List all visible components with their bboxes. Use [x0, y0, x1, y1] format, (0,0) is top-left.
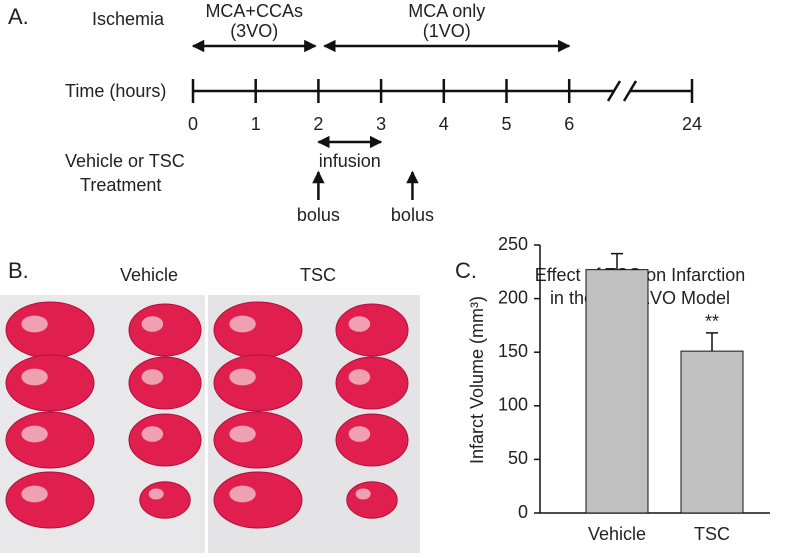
error-bar [611, 252, 623, 270]
white-matter [229, 485, 256, 503]
brain-slice [5, 354, 95, 412]
panel-label: B. [8, 258, 29, 283]
brain-slice [335, 356, 409, 410]
bar [585, 269, 649, 514]
brain-slice [5, 471, 95, 529]
white-matter [141, 369, 164, 385]
brain-slice [346, 481, 398, 519]
brain-slice [128, 413, 202, 467]
tick-label: 3 [376, 114, 386, 134]
white-matter [21, 368, 48, 386]
y-tick-label: 100 [498, 395, 528, 415]
x-tick-label: TSC [694, 524, 730, 544]
axis-break [622, 80, 638, 102]
brain-slice [335, 303, 409, 357]
phase-label: (3VO) [230, 21, 278, 41]
axis-break [606, 80, 622, 102]
tick-label: 6 [564, 114, 574, 134]
bolus-label: bolus [297, 205, 340, 225]
tick-label: 5 [501, 114, 511, 134]
white-matter [229, 425, 256, 443]
phase-label: MCA only [408, 1, 485, 21]
white-matter [21, 425, 48, 443]
white-matter [21, 485, 48, 503]
white-matter [348, 316, 371, 332]
brain-slices [5, 301, 409, 529]
y-tick-label: 200 [498, 287, 528, 307]
x-tick-label: Vehicle [588, 524, 646, 544]
tick-label: 2 [313, 114, 323, 134]
brain-slice [5, 411, 95, 469]
brain-slice [5, 301, 95, 359]
treatment-label: Vehicle or TSC [65, 151, 185, 171]
infusion-label: infusion [319, 151, 381, 171]
tick-label: 1 [251, 114, 261, 134]
white-matter [141, 426, 164, 442]
y-tick-label: 0 [518, 502, 528, 522]
brain-slice [335, 413, 409, 467]
bar [680, 350, 744, 514]
panel-label: C. [455, 258, 477, 283]
treatment-label: Treatment [80, 175, 161, 195]
phase-label: MCA+CCAs [205, 1, 303, 21]
ischemia-label: Ischemia [92, 9, 165, 29]
brain-slice [128, 356, 202, 410]
tick-label: 4 [439, 114, 449, 134]
white-matter [141, 316, 164, 332]
y-tick-label: 150 [498, 341, 528, 361]
brain-slice [213, 354, 303, 412]
tick-label: 24 [682, 114, 702, 134]
panel-label: A. [8, 4, 29, 29]
white-matter [21, 315, 48, 333]
significance: ** [705, 312, 719, 332]
y-tick-label: 250 [498, 234, 528, 254]
y-axis-label: Infarct Volume (mm³) [467, 296, 487, 464]
white-matter [355, 488, 371, 500]
brain-slice [213, 471, 303, 529]
brain-slice [213, 301, 303, 359]
brain-slice [213, 411, 303, 469]
white-matter [229, 368, 256, 386]
group-label: TSC [300, 265, 336, 285]
time-label: Time (hours) [65, 81, 166, 101]
bolus-label: bolus [391, 205, 434, 225]
group-label: Vehicle [120, 265, 178, 285]
error-bar [706, 332, 718, 352]
white-matter [229, 315, 256, 333]
white-matter [148, 488, 164, 500]
white-matter [348, 426, 371, 442]
brain-slice [128, 303, 202, 357]
phase-label: (1VO) [423, 21, 471, 41]
brain-slice [139, 481, 191, 519]
white-matter [348, 369, 371, 385]
tick-label: 0 [188, 114, 198, 134]
y-tick-label: 50 [508, 448, 528, 468]
